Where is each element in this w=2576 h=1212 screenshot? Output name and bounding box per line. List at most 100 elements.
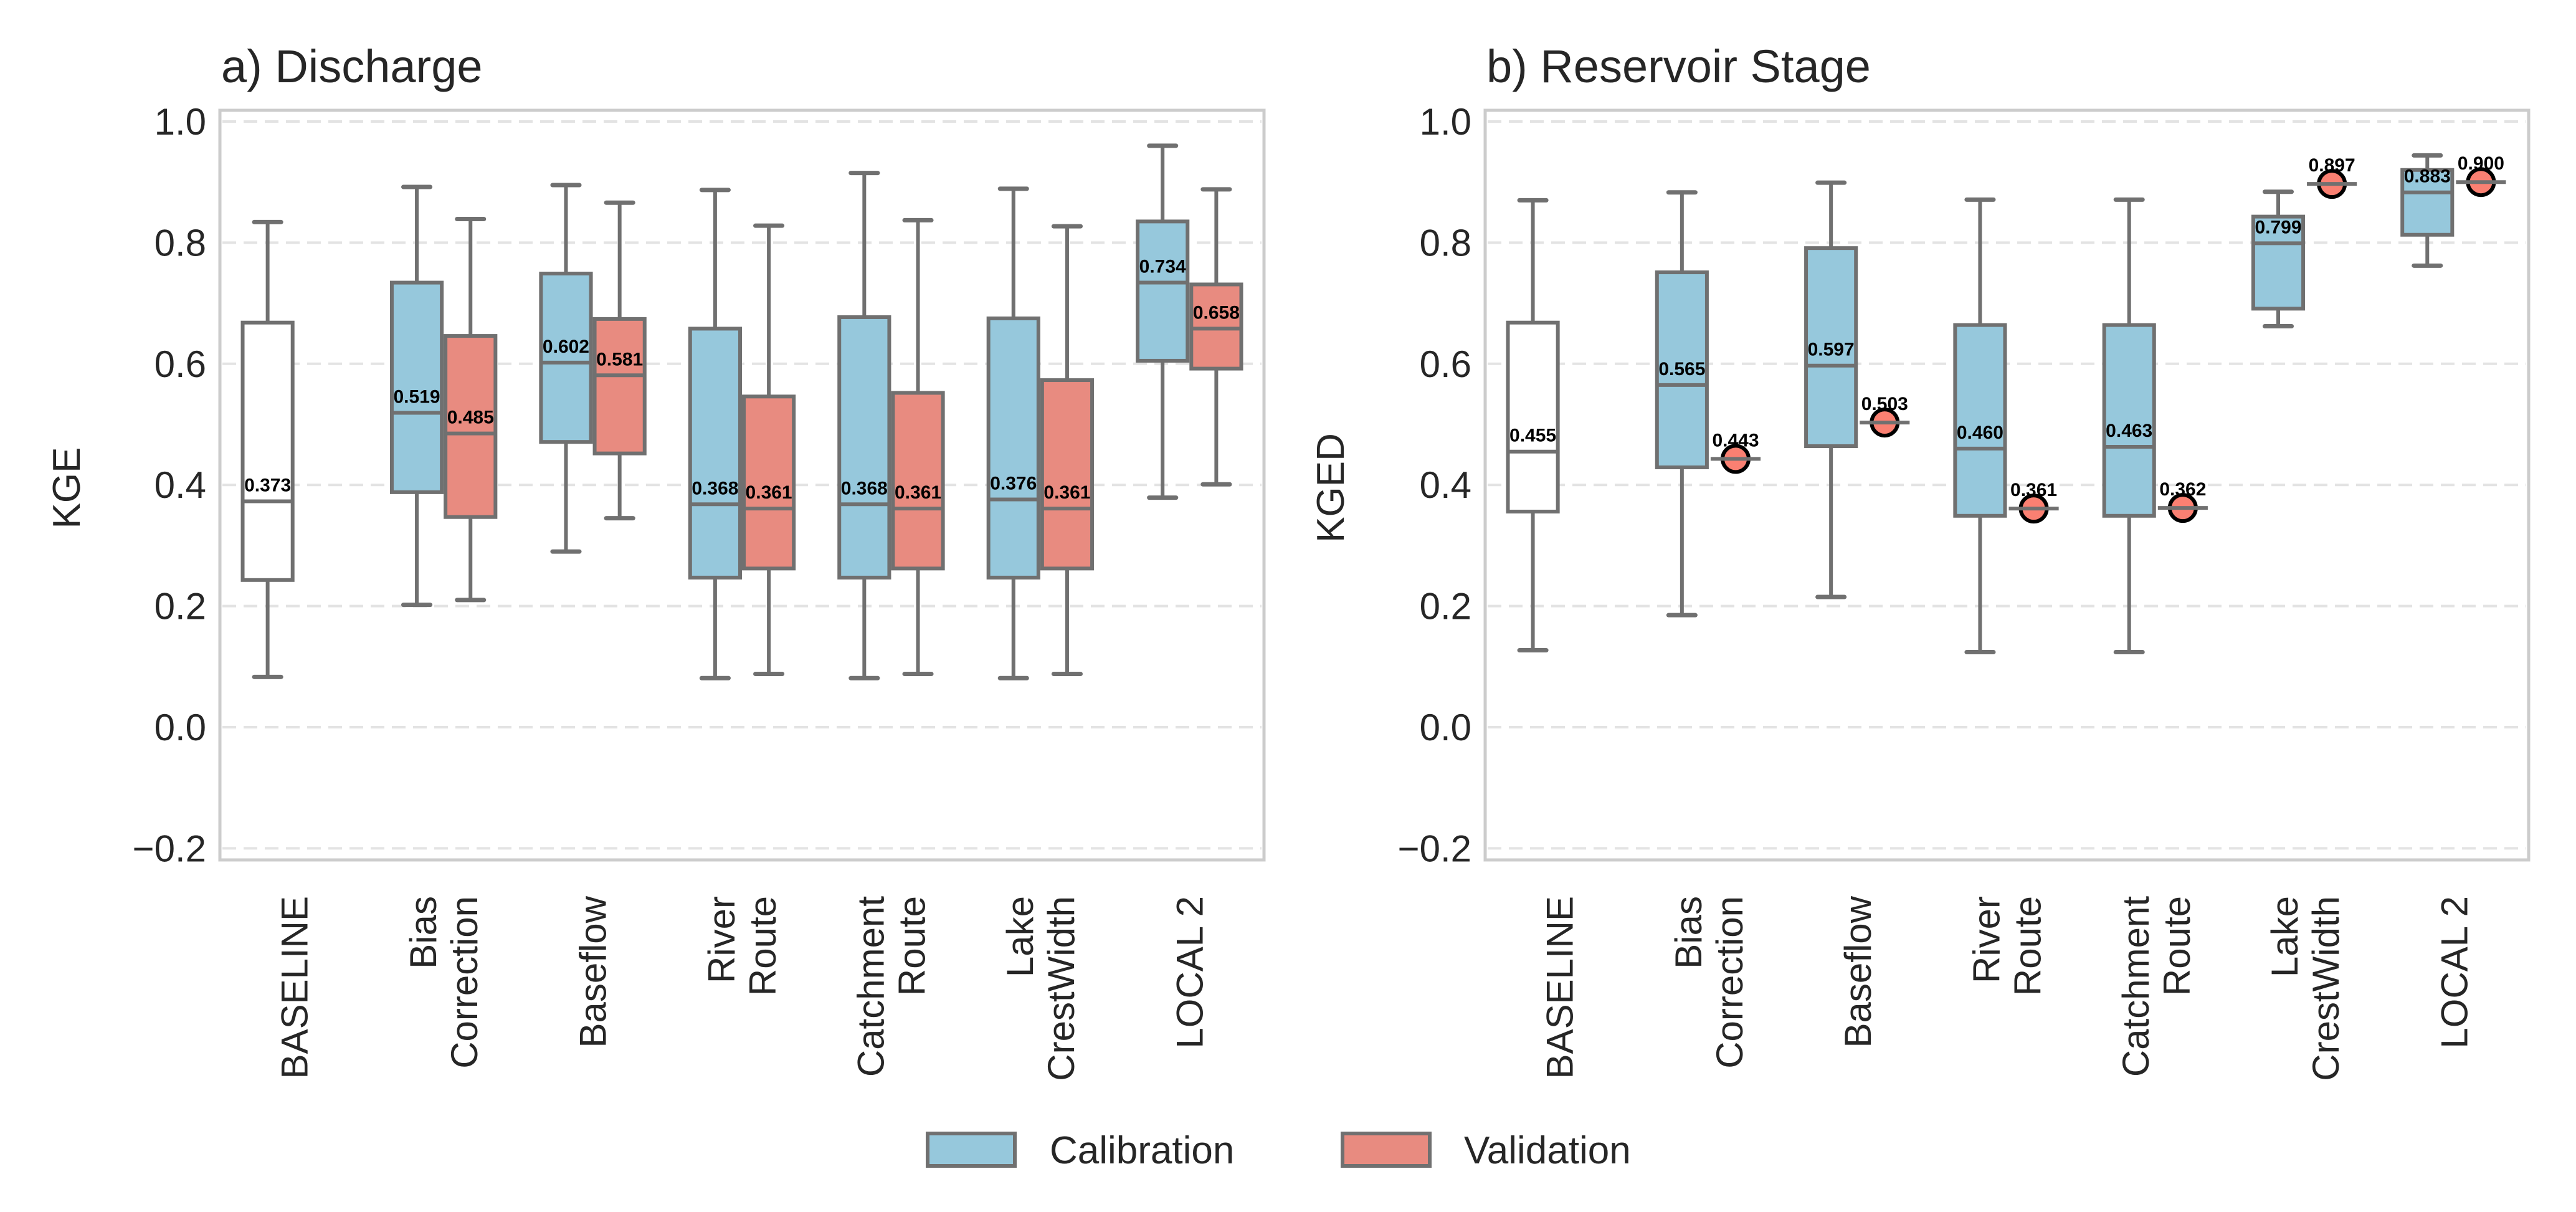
box-calibration (1953, 197, 2007, 654)
x-tick-label: Route (742, 896, 784, 996)
y-tick-labels: −0.2 0.0 0.2 0.4 0.6 0.8 1.0 (133, 101, 206, 869)
median-label: 0.734 (1139, 257, 1186, 277)
box-iqr (986, 316, 1040, 580)
x-tick-label: River (701, 896, 743, 983)
validation-point-group (1860, 408, 1910, 438)
box-iqr (2251, 214, 2306, 311)
box-validation (1040, 224, 1095, 676)
box-calibration (2400, 153, 2455, 268)
y-tick-label: 0.2 (1420, 586, 1471, 627)
point-label: 0.503 (1861, 394, 1908, 414)
y-tick-label: −0.2 (133, 828, 206, 869)
box-validation (1189, 187, 1243, 487)
validation-point-group (2307, 169, 2357, 199)
panel-title: a) Discharge (221, 41, 483, 92)
legend-swatch-validation (1341, 1132, 1432, 1168)
box-calibration (986, 186, 1040, 680)
box-iqr (742, 394, 796, 571)
y-tick-label: −0.2 (1398, 828, 1471, 869)
y-tick-labels: −0.2 0.0 0.2 0.4 0.6 0.8 1.0 (1398, 101, 1471, 869)
box-iqr (389, 280, 444, 494)
y-tick-label: 0.0 (154, 707, 206, 748)
legend-item-validation[interactable]: Validation (1341, 1129, 1631, 1172)
plot-frame (218, 108, 1266, 862)
y-tick-label: 0.8 (1420, 222, 1471, 264)
box-iqr (444, 334, 498, 519)
x-tick-label: Bias (402, 896, 444, 969)
y-tick-label: 0.4 (1420, 464, 1471, 506)
box-iqr (1040, 378, 1095, 571)
point-label: 0.900 (2458, 153, 2504, 174)
median-label: 0.602 (543, 336, 589, 357)
validation-point-group (2157, 493, 2208, 523)
validation-point-group (2008, 494, 2059, 524)
legend: Calibration Validation (926, 1129, 1631, 1172)
legend-item-calibration[interactable]: Calibration (926, 1129, 1234, 1172)
median-label: 0.485 (447, 408, 494, 428)
median-label: 0.597 (1808, 340, 1855, 360)
x-tick-label: BASELINE (1539, 896, 1581, 1079)
x-tick-labels: BASELINE Bias Correction Baseflow River Route… (1539, 895, 2476, 1081)
box-validation (592, 200, 647, 521)
y-axis-label: KGED (1309, 433, 1352, 543)
x-tick-label: Route (2007, 896, 2049, 996)
median-label: 0.368 (692, 478, 738, 499)
x-tick-label: Correction (1709, 896, 1751, 1069)
box-calibration (688, 188, 742, 680)
x-tick-label: River (1966, 896, 2008, 983)
legend-label: Validation (1464, 1129, 1631, 1172)
box-iqr (2102, 323, 2156, 518)
box-iqr (891, 391, 945, 571)
median-label: 0.658 (1193, 302, 1240, 323)
gridlines (222, 120, 1262, 850)
median-label: 0.455 (1509, 426, 1556, 446)
legend-label: Calibration (1050, 1129, 1234, 1172)
median-labels: 0.373 0.519 0.602 0.368 0.368 0.376 0.734 0.485… (244, 257, 1240, 503)
box-validation (891, 217, 945, 676)
panel-reservoir-stage: b) Reservoir Stage KGED −0.2 0.0 0.2 0.4 0.6… (1309, 41, 2531, 1081)
median-label: 0.463 (2106, 421, 2152, 441)
box-iqr (1136, 219, 1190, 363)
x-tick-label: LOCAL 2 (2433, 896, 2475, 1049)
y-axis-label: KGE (45, 447, 88, 529)
x-tick-label: Route (891, 896, 933, 996)
x-tick-label: Lake (999, 896, 1041, 977)
y-tick-label: 0.0 (1420, 707, 1471, 748)
box-calibration (2251, 189, 2306, 329)
legend-swatch-calibration (926, 1132, 1017, 1168)
validation-point-group (1710, 444, 1761, 474)
x-tick-label: Lake (2264, 896, 2306, 977)
box-iqr (1655, 270, 1709, 470)
y-tick-label: 0.4 (154, 464, 206, 506)
point-label: 0.362 (2159, 479, 2206, 500)
box-iqr (837, 315, 891, 580)
median-label: 0.373 (244, 475, 291, 495)
panel-title: b) Reservoir Stage (1486, 41, 1871, 92)
box-iqr (1953, 323, 2007, 518)
box-iqr (1506, 320, 1560, 513)
y-tick-label: 1.0 (1420, 101, 1471, 143)
box-calibration (240, 219, 295, 679)
median-label: 0.368 (841, 478, 888, 499)
box-iqr (2400, 168, 2455, 237)
median-label: 0.361 (895, 482, 941, 503)
box-calibration (1136, 143, 1190, 500)
y-tick-label: 1.0 (154, 101, 206, 143)
x-tick-label: Correction (444, 896, 485, 1069)
plot-frame (1483, 108, 2531, 862)
median-label: 0.460 (1957, 422, 2003, 443)
point-label: 0.443 (1712, 430, 1759, 451)
point-label: 0.361 (2010, 480, 2057, 500)
box-marks (1506, 153, 2506, 654)
box-iqr (240, 320, 295, 582)
box-calibration (837, 171, 891, 680)
x-tick-label: Catchment (850, 896, 891, 1077)
box-iqr (688, 327, 742, 580)
median-label: 0.361 (746, 482, 792, 503)
y-tick-label: 0.8 (154, 222, 206, 264)
x-tick-label: Baseflow (573, 895, 614, 1047)
box-iqr (1804, 246, 1858, 448)
x-tick-label: Route (2156, 896, 2198, 996)
median-label: 0.883 (2404, 166, 2451, 187)
